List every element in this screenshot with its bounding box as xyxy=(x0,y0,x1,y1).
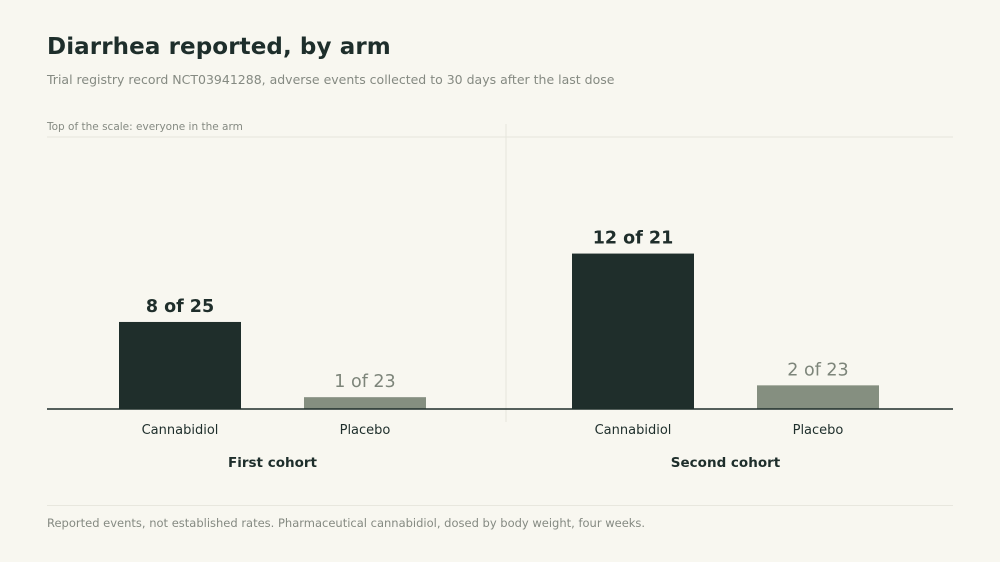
bar-1-cannabidiol xyxy=(119,321,241,409)
x-tick-label: Placebo xyxy=(340,423,391,438)
x-tick-label: Cannabidiol xyxy=(595,423,672,438)
chart-title: Diarrhea reported, by arm xyxy=(47,34,391,60)
data-label: 12 of 21 xyxy=(593,229,674,249)
scale-top-label: Top of the scale: everyone in the arm xyxy=(46,121,243,133)
data-label: 2 of 23 xyxy=(787,360,848,380)
x-tick-label: Placebo xyxy=(793,423,844,438)
group-label: First cohort xyxy=(228,455,318,471)
bar-2-placebo xyxy=(757,385,879,409)
footnote: Reported events, not established rates. … xyxy=(47,516,646,530)
group-label: Second cohort xyxy=(671,455,781,471)
x-tick-label: Cannabidiol xyxy=(142,423,219,438)
bar-2-cannabidiol xyxy=(572,253,694,409)
footer-divider xyxy=(47,505,953,506)
data-label: 1 of 23 xyxy=(334,372,395,392)
data-label: 8 of 25 xyxy=(146,297,214,317)
bar-chart: Top of the scale: everyone in the arm 8 o… xyxy=(46,121,953,471)
chart-subtitle: Trial registry record NCT03941288, adver… xyxy=(47,72,615,87)
bar-1-placebo xyxy=(304,397,426,409)
